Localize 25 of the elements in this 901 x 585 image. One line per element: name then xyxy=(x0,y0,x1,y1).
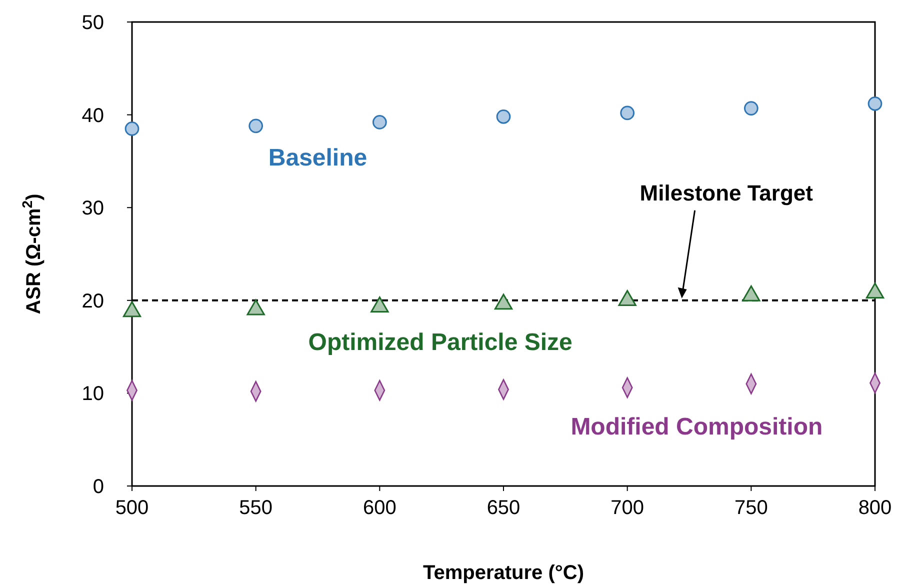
x-tick-label: 600 xyxy=(362,497,396,519)
series-label: Optimized Particle Size xyxy=(308,329,572,356)
x-tick-label: 650 xyxy=(486,497,520,519)
series-label: Baseline xyxy=(268,144,368,172)
x-tick-label: 700 xyxy=(610,497,644,519)
point xyxy=(124,122,140,136)
y-tick-label: 0 xyxy=(92,476,104,498)
point xyxy=(496,109,511,124)
x-tick-label: 750 xyxy=(734,497,768,519)
ref-line-label: Milestone Target xyxy=(640,180,814,206)
y-tick-label: 30 xyxy=(82,198,104,220)
point xyxy=(372,115,387,130)
point xyxy=(868,96,882,111)
point xyxy=(248,118,264,134)
y-tick-label: 10 xyxy=(82,383,104,406)
text: Modified Composition xyxy=(570,413,823,440)
point xyxy=(620,106,635,120)
x-tick-label: 550 xyxy=(239,497,273,519)
point xyxy=(744,101,758,116)
x-tick-label: 500 xyxy=(115,497,149,519)
y-tick-label: 40 xyxy=(82,104,104,127)
x-axis-title: Temperature (°C) xyxy=(423,562,584,584)
x-tick-label: 800 xyxy=(858,497,892,519)
y-tick-label: 50 xyxy=(82,12,104,34)
y-tick-label: 20 xyxy=(82,290,104,312)
